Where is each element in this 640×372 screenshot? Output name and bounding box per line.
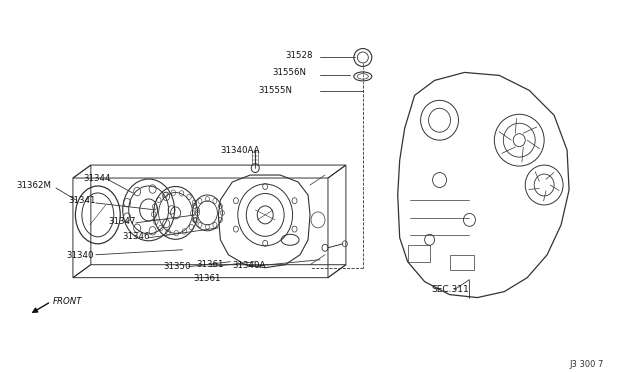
Text: 31344: 31344 <box>84 173 111 183</box>
Text: 31555N: 31555N <box>258 86 292 95</box>
Text: FRONT: FRONT <box>53 297 83 306</box>
Text: 31340: 31340 <box>66 251 93 260</box>
Text: 31340A: 31340A <box>232 261 266 270</box>
Text: 31556N: 31556N <box>272 68 306 77</box>
Text: 31341: 31341 <box>68 196 95 205</box>
Text: 31350: 31350 <box>164 262 191 271</box>
Text: 31346: 31346 <box>123 232 150 241</box>
Text: J3 300 7: J3 300 7 <box>569 360 604 369</box>
Text: SEC.311: SEC.311 <box>431 285 469 294</box>
Text: 31528: 31528 <box>285 51 312 60</box>
Text: 31361: 31361 <box>196 260 224 269</box>
Text: 31362M: 31362M <box>16 182 51 190</box>
Text: 31361: 31361 <box>193 274 221 283</box>
Text: 31347: 31347 <box>109 217 136 227</box>
Text: 31340AA: 31340AA <box>220 145 260 155</box>
